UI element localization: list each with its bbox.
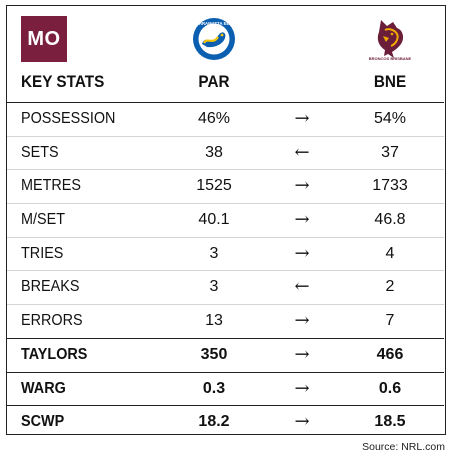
stat-label: WARG (21, 379, 66, 397)
stat-row-warg: WARG 0.3 → 0.6 (7, 371, 444, 406)
home-value: 40.1 (198, 211, 230, 229)
stat-row-scwp: SCWP 18.2 → 18.5 (7, 405, 444, 439)
stat-label: TAYLORS (21, 345, 88, 363)
stat-label: BREAKS (21, 278, 80, 296)
home-value: 13 (205, 312, 223, 330)
parramatta-eels-logo-icon: PARRAMATTA EELS (193, 18, 235, 60)
away-value: 7 (385, 312, 395, 330)
away-team-abbr: BNE (373, 72, 407, 91)
away-value: 37 (381, 143, 399, 161)
home-value: 18.2 (198, 413, 230, 431)
arrow-right-icon: → (294, 209, 310, 231)
arrow-right-icon: → (294, 310, 310, 332)
stat-row-errors: ERRORS 13 → 7 (7, 304, 444, 338)
away-value: 466 (376, 345, 404, 363)
brisbane-broncos-logo-icon: BRONCOS BRISBANE (369, 20, 412, 61)
home-value: 3 (209, 278, 219, 296)
header: MO PARRAMATTA EELS BRONCOS BRISBANE KEY … (7, 6, 444, 102)
stat-label: SCWP (21, 413, 65, 431)
away-value: 4 (385, 244, 395, 262)
home-team-abbr: PAR (198, 72, 230, 91)
key-stats-card: MO PARRAMATTA EELS BRONCOS BRISBANE KEY … (6, 5, 446, 435)
stat-label: TRIES (21, 244, 64, 262)
arrow-right-icon: → (294, 175, 310, 197)
stat-row-taylors: TAYLORS 350 → 466 (7, 337, 444, 372)
stat-label: METRES (21, 177, 82, 195)
home-value: 38 (205, 143, 223, 161)
stat-row-metres: METRES 1525 → 1733 (7, 169, 444, 203)
stat-row-sets: SETS 38 ← 37 (7, 135, 444, 170)
arrow-right-icon: → (294, 242, 310, 264)
home-value: 0.3 (202, 379, 226, 397)
away-value: 2 (385, 278, 395, 296)
stat-label: M/SET (21, 211, 66, 229)
arrow-right-icon: → (294, 108, 310, 129)
away-value: 18.5 (374, 413, 406, 431)
home-value: 350 (200, 345, 228, 363)
stat-row-possession: POSSESSION 46% → 54% (7, 102, 444, 136)
stat-row-tries: TRIES 3 → 4 (7, 236, 444, 271)
stat-row-breaks: BREAKS 3 ← 2 (7, 270, 444, 304)
home-value: 46% (197, 110, 231, 127)
away-logo-text: BRONCOS BRISBANE (369, 56, 412, 61)
arrow-right-icon: → (294, 377, 310, 399)
stat-row-m-set: M/SET 40.1 → 46.8 (7, 203, 444, 237)
arrow-right-icon: → (294, 343, 310, 365)
arrow-left-icon: ← (294, 276, 310, 298)
home-value: 1525 (196, 177, 232, 195)
arrow-left-icon: ← (294, 141, 310, 163)
key-stats-title: KEY STATS (21, 72, 105, 91)
arrow-right-icon: → (294, 411, 310, 433)
source-credit: Source: NRL.com (362, 441, 445, 453)
away-value: 0.6 (378, 379, 402, 397)
stat-label: POSSESSION (21, 110, 116, 127)
home-value: 3 (209, 244, 219, 262)
brand-logo: MO (21, 16, 67, 62)
stat-label: ERRORS (21, 312, 83, 330)
away-value: 54% (373, 110, 407, 127)
home-logo-text: PARRAMATTA EELS (193, 21, 235, 26)
away-value: 1733 (372, 177, 408, 195)
stats-table: POSSESSION 46% → 54% SETS 38 ← 37 METRES 1525 → 173… (7, 102, 444, 439)
away-value: 46.8 (374, 211, 406, 229)
stat-label: SETS (21, 143, 59, 161)
